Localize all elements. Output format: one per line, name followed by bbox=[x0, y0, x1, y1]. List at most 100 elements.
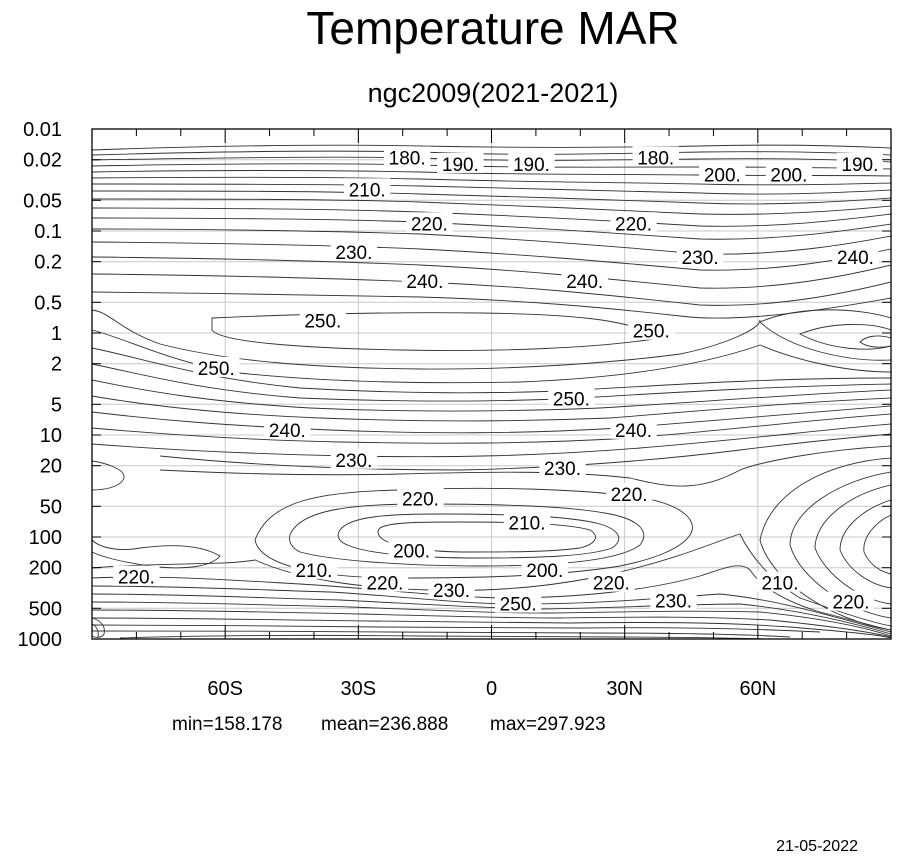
axis-ticks bbox=[92, 128, 891, 640]
contour-label-text: 200. bbox=[704, 166, 741, 187]
contour-line bbox=[119, 634, 771, 640]
y-tick-label: 200 bbox=[29, 558, 62, 580]
contour-line bbox=[859, 335, 892, 348]
y-tick-label: 0.01 bbox=[23, 119, 62, 141]
contour-line bbox=[91, 241, 892, 271]
contour-line bbox=[91, 217, 892, 240]
y-tick-label: 100 bbox=[29, 527, 62, 549]
contour-line bbox=[798, 324, 892, 350]
contour-label-bg bbox=[610, 418, 657, 439]
contour-label-text: 250. bbox=[198, 359, 235, 380]
contour-label-text: 230. bbox=[655, 592, 692, 613]
contour-label-text: 250. bbox=[633, 322, 670, 343]
contour-label-text: 240. bbox=[566, 272, 603, 293]
y-tick-label: 1000 bbox=[18, 629, 63, 651]
contour-label-bg bbox=[632, 146, 679, 167]
y-tick-label: 0.1 bbox=[34, 221, 62, 243]
contour-label: 230. bbox=[539, 456, 586, 480]
contour-label-text: 220. bbox=[611, 485, 648, 506]
contour-label: 230. bbox=[330, 448, 378, 472]
contour-label-bg bbox=[113, 565, 160, 586]
contour-label-bg bbox=[494, 592, 542, 613]
contour-label-text: 200. bbox=[393, 541, 430, 562]
contour-line bbox=[289, 503, 645, 567]
contour-line bbox=[91, 228, 892, 255]
y-tick-label: 0.2 bbox=[34, 252, 62, 274]
footer-date: 21-05-2022 bbox=[776, 838, 858, 855]
contour-label: 210. bbox=[756, 571, 804, 595]
x-tick-label: 60S bbox=[207, 678, 243, 700]
contour-label-bg bbox=[699, 163, 746, 184]
contour-label-bg bbox=[290, 558, 338, 579]
contour-line bbox=[91, 565, 892, 631]
contour-line bbox=[91, 347, 892, 394]
contour-line bbox=[91, 329, 892, 384]
y-tick-label: 0.5 bbox=[34, 292, 62, 314]
contour-line bbox=[91, 624, 821, 633]
contour-line bbox=[814, 484, 892, 605]
contour-line bbox=[91, 601, 892, 637]
contour-line bbox=[91, 460, 125, 491]
contour-label-bg bbox=[836, 152, 884, 173]
contour-line bbox=[91, 190, 892, 205]
y-tick-label: 1 bbox=[51, 323, 62, 345]
contour-line bbox=[91, 309, 761, 370]
contour-label-bg bbox=[610, 212, 657, 233]
contour-label-bg bbox=[832, 246, 879, 267]
y-tick-label: 20 bbox=[40, 456, 62, 478]
contour-label-bg bbox=[650, 589, 697, 610]
contour-label-bg bbox=[588, 571, 635, 592]
contour-label: 240. bbox=[610, 418, 657, 442]
contour-label-bg bbox=[827, 590, 875, 611]
contour-label-text: 210. bbox=[509, 513, 546, 534]
contour-label-text: 240. bbox=[615, 421, 652, 442]
contour-label-bg bbox=[756, 571, 804, 592]
contour-label-bg bbox=[330, 448, 378, 469]
contour-label-text: 200. bbox=[526, 561, 563, 582]
contour-label: 200. bbox=[521, 558, 568, 582]
y-axis-tick-labels: 0.01 0.02 0.05 0.1 0.2 0.5 1 2 5 10 20 50 100 200 500 1… bbox=[18, 119, 63, 651]
contour-label: 220. bbox=[113, 565, 160, 589]
contour-label-text: 220. bbox=[593, 574, 630, 595]
contour-line bbox=[91, 630, 791, 638]
contour-label: 220. bbox=[588, 571, 635, 595]
contour-label: 250. bbox=[628, 319, 675, 343]
x-tick-label: 30S bbox=[341, 678, 377, 700]
contour-label-bg bbox=[765, 163, 813, 184]
contour-line bbox=[91, 144, 892, 151]
contour-label-text: 250. bbox=[500, 595, 537, 616]
contour-line bbox=[91, 609, 892, 638]
contour-label-text: 210. bbox=[349, 180, 386, 201]
contour-label-bg bbox=[548, 387, 595, 408]
contour-label-text: 200. bbox=[770, 166, 807, 187]
contour-label-text: 240. bbox=[269, 421, 306, 442]
contour-line bbox=[91, 176, 892, 186]
contour-label-bg bbox=[428, 578, 475, 599]
contour-line bbox=[759, 457, 892, 631]
contour-line bbox=[211, 312, 662, 351]
contour-line bbox=[91, 617, 892, 639]
contour-label: 190. bbox=[437, 152, 484, 176]
contour-label-bg bbox=[605, 483, 653, 504]
contour-label-text: 220. bbox=[615, 214, 652, 235]
contour-label-text: 220. bbox=[411, 214, 448, 235]
y-tick-label: 2 bbox=[51, 354, 62, 376]
contour-label-text: 230. bbox=[433, 581, 470, 602]
contour-label: 240. bbox=[401, 270, 449, 293]
stats-min: min=158.178 bbox=[172, 714, 282, 735]
contour-label-bg bbox=[676, 246, 724, 267]
contour-line bbox=[91, 207, 892, 227]
contour-label: 240. bbox=[561, 270, 608, 293]
contour-label-bg bbox=[344, 178, 391, 199]
contour-label-bg bbox=[299, 309, 347, 330]
contour-label: 220. bbox=[361, 571, 409, 595]
contour-label-text: 230. bbox=[335, 243, 372, 264]
contour-label: 220. bbox=[397, 487, 444, 511]
contour-label-text: 250. bbox=[553, 390, 590, 411]
stats-mean: mean=236.888 bbox=[321, 714, 448, 735]
contour-label: 210. bbox=[290, 558, 338, 582]
contour-label-bg bbox=[628, 319, 675, 340]
contour-label: 220. bbox=[827, 590, 875, 614]
contour-label: 250. bbox=[299, 309, 347, 332]
contour-line bbox=[91, 273, 892, 306]
